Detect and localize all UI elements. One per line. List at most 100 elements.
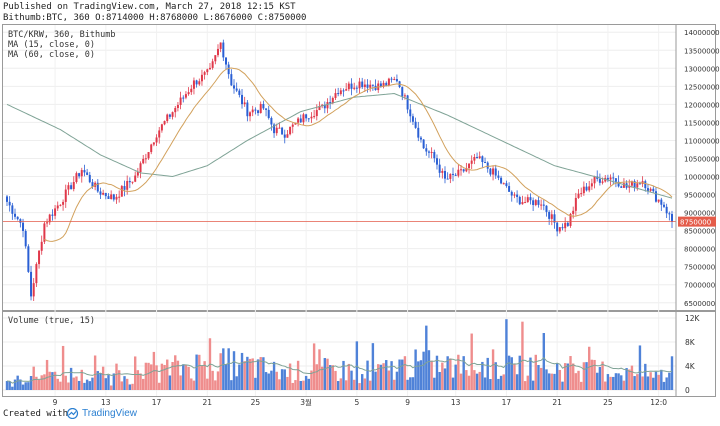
candle-body xyxy=(126,181,129,190)
volume-bar xyxy=(243,361,246,390)
candle-body xyxy=(526,197,529,203)
volume-bar xyxy=(85,379,89,390)
axes: 14000000 13500000 13000000 12500000 12000000… xyxy=(53,25,720,407)
volume-bar xyxy=(144,362,148,390)
ohlc-line: Bithumb:BTC, 360 O:8714000 H:8768000 L:8… xyxy=(3,13,307,23)
volume-bar xyxy=(481,361,484,390)
volume-bar xyxy=(393,379,396,390)
volume-bar xyxy=(526,375,529,390)
candle-body xyxy=(120,186,123,197)
candle-body xyxy=(662,204,665,207)
grid xyxy=(3,25,676,396)
candle-body xyxy=(393,79,396,81)
candle-body xyxy=(590,183,593,187)
tradingview-logo[interactable]: TradingView xyxy=(66,408,137,419)
volume-bar xyxy=(446,356,449,390)
candle-body xyxy=(115,196,118,200)
candle-body xyxy=(564,222,567,229)
candle-body xyxy=(532,200,535,206)
volume-bar xyxy=(478,371,481,390)
candle-body xyxy=(99,191,102,195)
volume-bar xyxy=(192,380,196,390)
candle-body xyxy=(51,214,54,216)
time-tick-label: 21 xyxy=(552,398,562,407)
volume-bar xyxy=(638,345,642,390)
volume-bar xyxy=(43,374,46,390)
candle-body xyxy=(216,48,219,56)
candle-body xyxy=(556,222,559,232)
volume-bar xyxy=(21,384,25,390)
candle-body xyxy=(489,168,492,175)
candle-body xyxy=(275,127,278,134)
volume-bar xyxy=(545,369,548,390)
candle-body xyxy=(630,181,633,186)
candle-body xyxy=(118,196,121,198)
volume-bar xyxy=(104,378,108,390)
candle-body xyxy=(273,124,276,134)
volume-bar xyxy=(483,377,487,390)
volume-bar xyxy=(195,354,198,390)
candle-body xyxy=(476,156,479,159)
volume-bar xyxy=(67,382,70,390)
candle-body xyxy=(128,181,131,183)
candle-body xyxy=(363,84,366,88)
candle-body xyxy=(497,175,500,178)
candle-body xyxy=(638,183,641,185)
last-price-label: 8750000 xyxy=(680,219,711,227)
time-tick-label: 12:0 xyxy=(650,398,667,407)
candle-body xyxy=(233,85,236,89)
volume-bar xyxy=(411,377,415,390)
candle-body xyxy=(278,127,281,129)
volume-bar xyxy=(454,364,457,390)
volume-bar xyxy=(336,381,340,390)
volume-bar xyxy=(361,374,364,390)
candle-body xyxy=(166,114,169,122)
candle-body xyxy=(443,170,446,179)
volume-bar xyxy=(24,382,27,390)
candle-body xyxy=(513,194,516,196)
time-tick-label: 17 xyxy=(502,398,512,407)
candle-body xyxy=(566,222,569,226)
candle-body xyxy=(195,80,198,85)
candle-body xyxy=(43,223,46,242)
volume-bar xyxy=(227,348,230,390)
volume-bar xyxy=(315,364,318,390)
volume-bar xyxy=(150,364,153,390)
volume-bar xyxy=(601,361,604,390)
price-pane[interactable] xyxy=(2,24,716,311)
volume-bar xyxy=(109,385,113,390)
volume-bar xyxy=(235,376,238,390)
candle-body xyxy=(537,200,540,205)
candle-body xyxy=(19,219,22,223)
candle-body xyxy=(144,158,147,160)
volume-bar xyxy=(443,368,447,390)
volume-bar xyxy=(467,375,471,390)
candle-body xyxy=(403,95,406,97)
volume-bar xyxy=(521,321,524,390)
candle-body xyxy=(305,114,308,119)
volume-pane[interactable] xyxy=(2,311,716,397)
volume-bar xyxy=(123,376,126,390)
candle-body xyxy=(369,84,372,88)
price-tick-label: 13000000 xyxy=(684,65,720,73)
volume-bar xyxy=(163,364,166,390)
volume-bar xyxy=(451,377,455,390)
candle-body xyxy=(612,177,615,179)
volume-bar xyxy=(224,364,228,390)
volume-bar xyxy=(523,381,527,390)
volume-bar xyxy=(486,357,489,390)
candle-body xyxy=(620,186,623,188)
candle-body xyxy=(516,194,519,197)
volume-bar xyxy=(93,355,97,390)
volume-bar xyxy=(385,360,388,390)
volume-bar xyxy=(382,363,385,390)
candle-body xyxy=(580,193,583,195)
published-line: Published on TradingView.com, March 27, … xyxy=(3,2,296,12)
volume-bar xyxy=(72,377,75,390)
volume-bar xyxy=(190,378,193,390)
volume-bar xyxy=(125,378,129,390)
candle-body xyxy=(425,148,428,152)
candle-body xyxy=(500,177,503,184)
candle-body xyxy=(243,102,246,105)
